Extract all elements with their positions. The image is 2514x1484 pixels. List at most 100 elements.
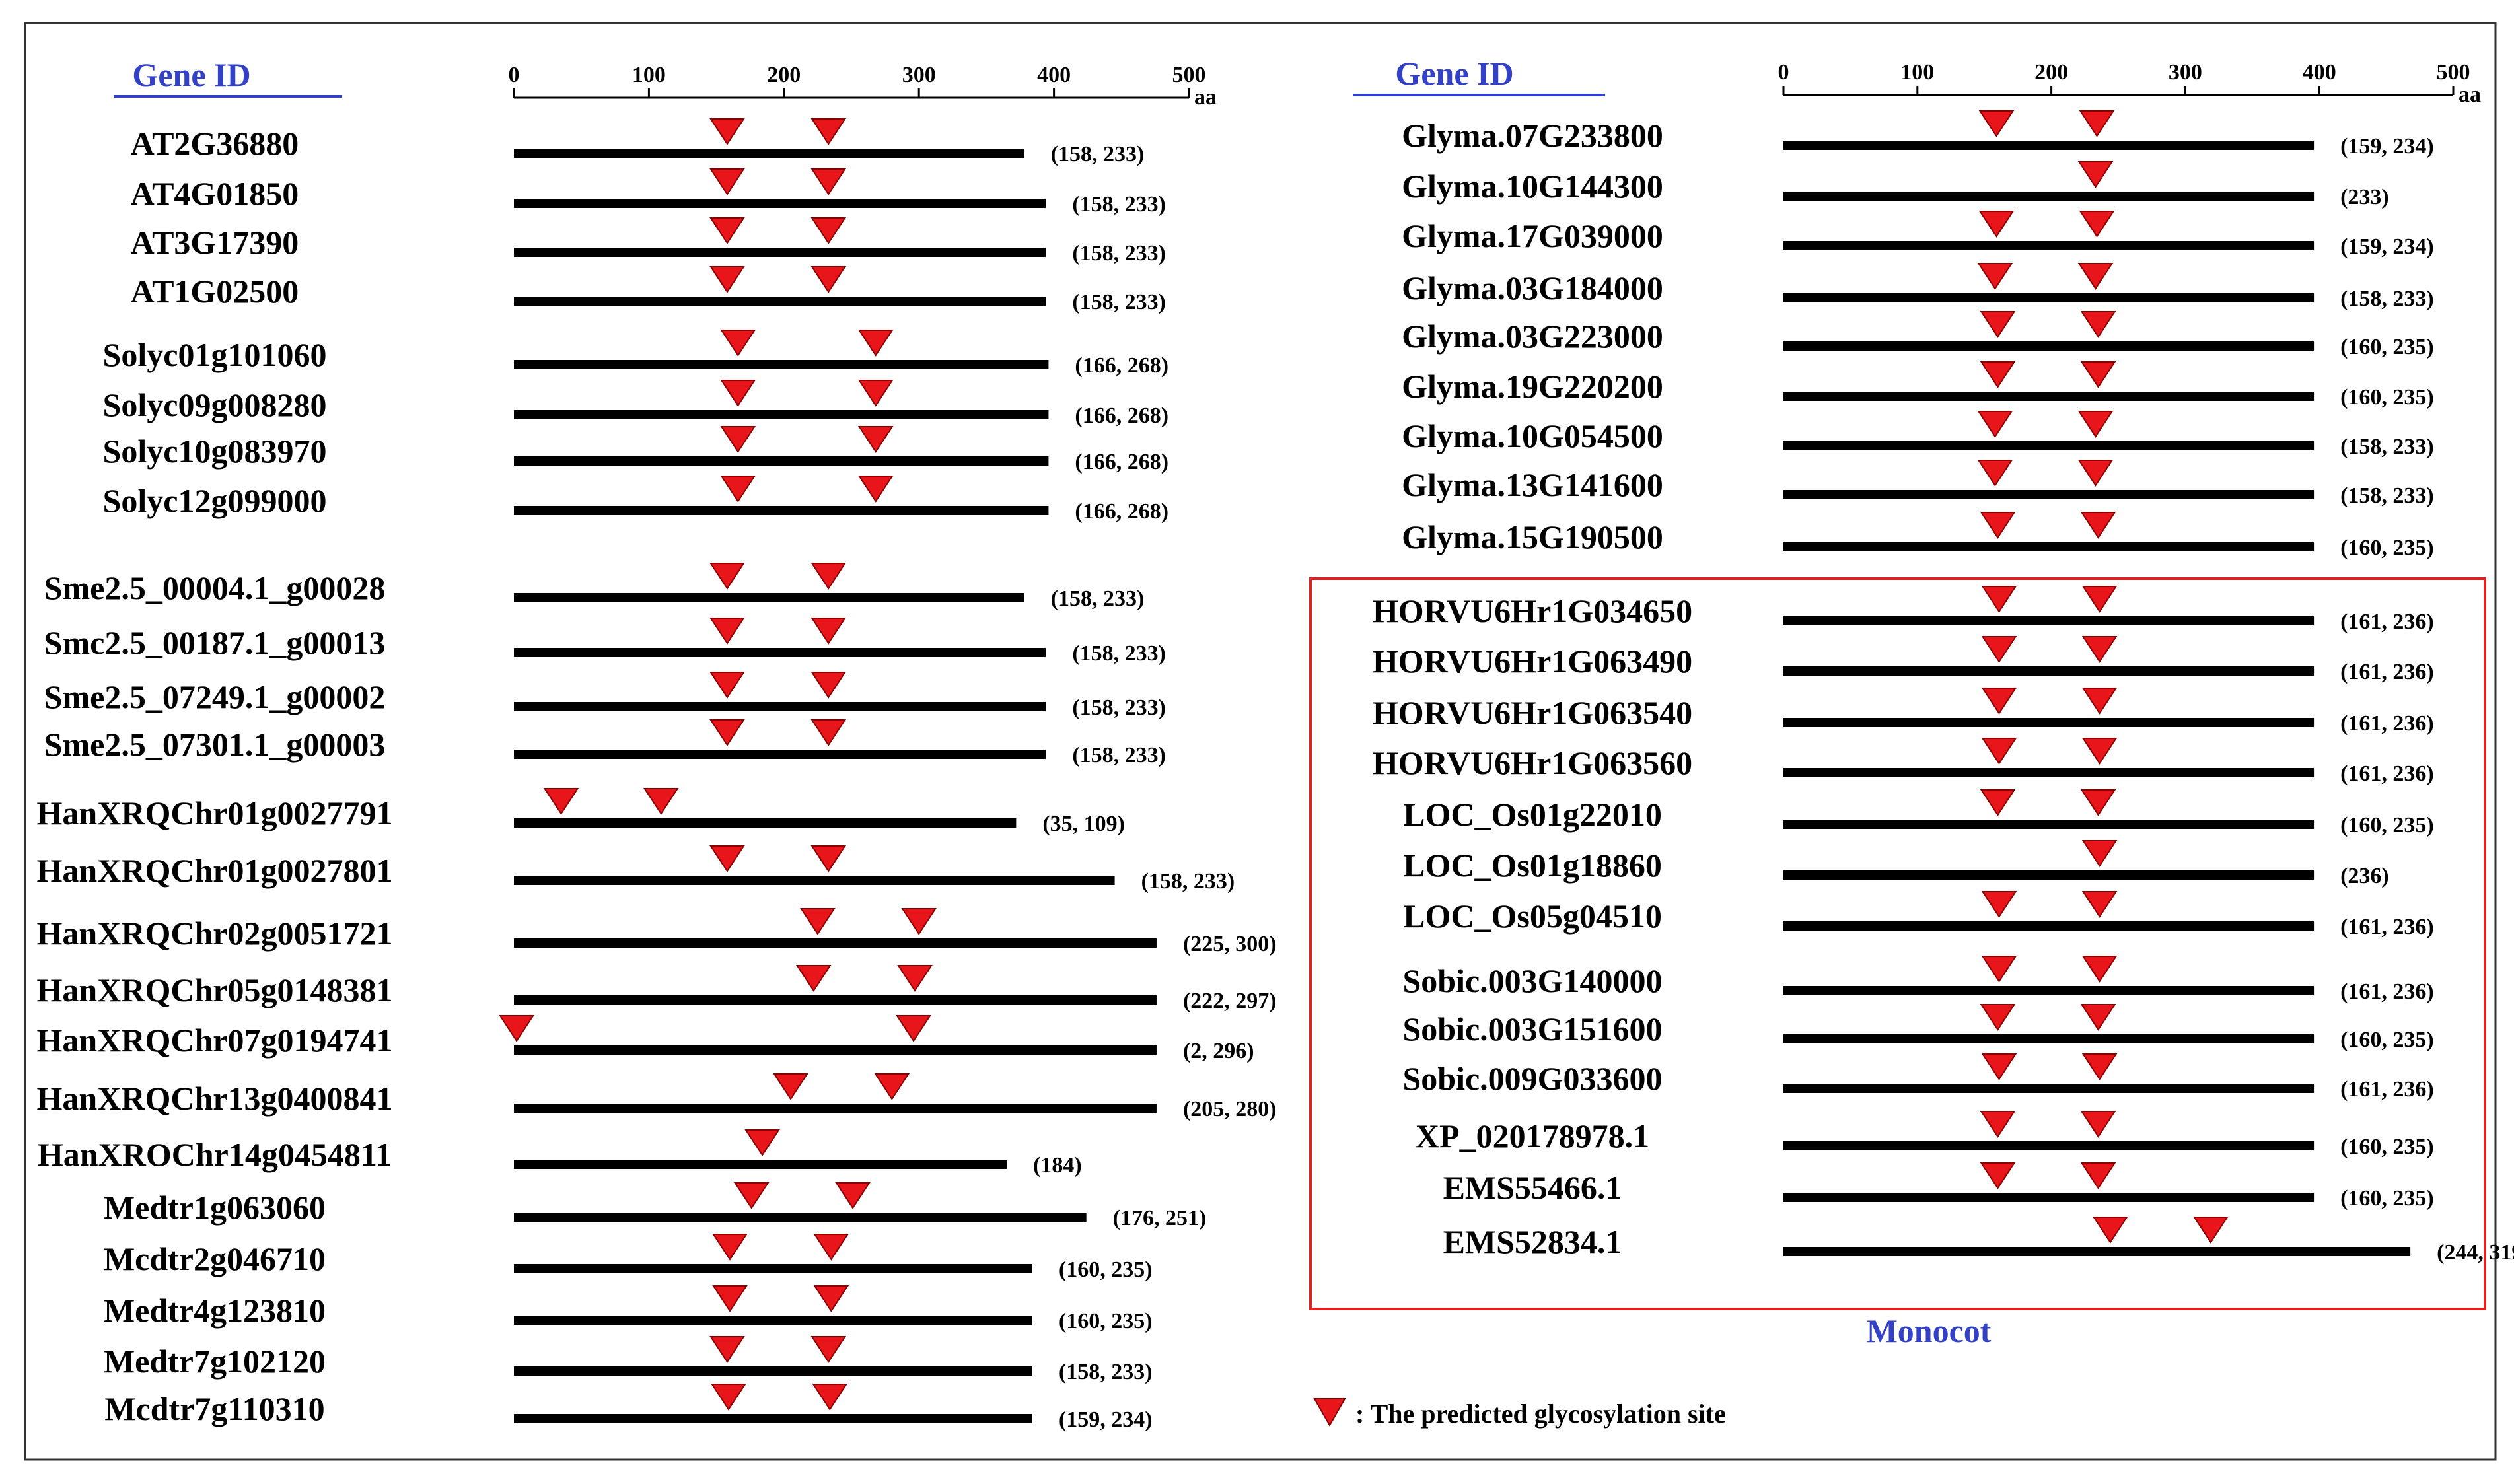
glycosylation-site-marker xyxy=(1978,110,2015,137)
glycosylation-site-marker xyxy=(643,788,679,815)
gene-id: Glyma.10G144300 xyxy=(1402,168,1663,205)
glycosylation-site-marker xyxy=(1980,361,2016,388)
glycosylation-site-marker xyxy=(810,1336,847,1363)
site-position-label: (176, 251) xyxy=(1113,1206,1207,1230)
gene-row: HanXRQChr13g0400841 (205, 280) xyxy=(37,1073,1277,1121)
glycosylation-site-marker xyxy=(720,330,756,357)
glycosylation-site-marker xyxy=(712,1285,748,1312)
right-axis-tick-label: 200 xyxy=(2034,60,2068,85)
gene-row: HORVU6Hr1G063560 (161, 236) xyxy=(1373,738,2434,786)
site-position-label: (161, 236) xyxy=(2340,711,2434,736)
glycosylation-site-marker xyxy=(709,618,745,645)
gene-id: Glyma.10G054500 xyxy=(1402,417,1663,454)
glycosylation-site-marker xyxy=(709,266,745,293)
gene-id: Glyma.07G233800 xyxy=(1402,117,1663,154)
gene-id: Mcdtr2g046710 xyxy=(104,1240,326,1277)
gene-row: HanXRQChr07g0194741 (2, 296) xyxy=(37,1015,1254,1063)
site-position-label: (158, 233) xyxy=(2340,287,2434,311)
gene-row: Mcdtr2g046710 (160, 235) xyxy=(104,1234,1153,1282)
site-position-label: (222, 297) xyxy=(1183,989,1277,1013)
right-gene-id-header: Gene ID xyxy=(1395,55,1513,92)
right-axis-tick-label: 100 xyxy=(1900,60,1934,85)
site-position-label: (160, 235) xyxy=(1059,1257,1153,1282)
gene-id: Sobic.003G151600 xyxy=(1402,1010,1662,1047)
gene-row: Medtr7g102120 (158, 233) xyxy=(104,1336,1153,1384)
site-position-label: (2, 296) xyxy=(1183,1039,1254,1063)
gene-id: EMS55466.1 xyxy=(1443,1169,1622,1206)
glycosylation-site-marker xyxy=(812,1384,848,1411)
gene-row: EMS52834.1 (244, 319) xyxy=(1443,1217,2514,1265)
site-position-label: (35, 109) xyxy=(1042,812,1125,836)
glycosylation-site-marker xyxy=(709,118,745,145)
right-axis-tick-label: 400 xyxy=(2303,60,2336,85)
glycosylation-site-marker xyxy=(720,426,756,453)
glycosylation-site-marker xyxy=(709,563,745,590)
glycosylation-site-marker xyxy=(1981,738,2017,765)
gene-row: XP_020178978.1 (160, 235) xyxy=(1416,1111,2434,1159)
gene-id: Glyma.19G220200 xyxy=(1402,368,1663,405)
glycosylation-site-marker xyxy=(857,476,894,503)
gene-row: AT2G36880 (158, 233) xyxy=(131,118,1144,166)
glycosylation-site-marker xyxy=(2081,636,2118,663)
left-axis-tick-label: 500 xyxy=(1172,63,1206,87)
glycosylation-site-marker xyxy=(810,217,847,244)
glycosylation-site-marker xyxy=(810,266,847,293)
glycosylation-site-marker xyxy=(1981,956,2017,983)
glycosylation-site-marker xyxy=(2080,361,2116,388)
glycosylation-site-marker xyxy=(810,719,847,746)
gene-row: Sme2.5_07301.1_g00003 (158, 233) xyxy=(44,719,1166,767)
gene-row: Mcdtr7g110310 (159, 234) xyxy=(104,1384,1153,1432)
glycosylation-site-marker xyxy=(712,1234,748,1261)
glycosylation-site-marker xyxy=(709,168,745,195)
gene-row: Glyma.07G233800 (159, 234) xyxy=(1402,110,2434,159)
gene-id: HanXRQChr01g0027801 xyxy=(37,852,393,889)
site-position-label: (166, 268) xyxy=(1075,450,1168,474)
glycosylation-site-marker xyxy=(810,618,847,645)
gene-id: Sobic.009G033600 xyxy=(1402,1060,1662,1097)
gene-id: AT4G01850 xyxy=(131,175,299,212)
gene-row: Sobic.003G140000 (161, 236) xyxy=(1402,956,2434,1004)
gene-id: Glyma.13G141600 xyxy=(1402,466,1663,503)
glycosylation-site-marker xyxy=(2080,311,2116,338)
left-axis-unit: aa xyxy=(1194,85,1217,110)
site-position-label: (160, 235) xyxy=(2340,1135,2434,1159)
glycosylation-site-marker xyxy=(2080,1004,2116,1031)
gene-id: LOC_Os01g22010 xyxy=(1403,796,1662,833)
gene-id: Glyma.03G223000 xyxy=(1402,318,1663,355)
site-position-label: (160, 235) xyxy=(2340,385,2434,409)
gene-id: AT2G36880 xyxy=(131,125,299,162)
gene-id: HanXRQChr13g0400841 xyxy=(37,1080,393,1117)
glycosylation-site-marker xyxy=(2079,211,2115,238)
glycosylation-site-marker xyxy=(2081,891,2118,918)
site-position-label: (225, 300) xyxy=(1183,932,1277,956)
site-position-label: (161, 236) xyxy=(2340,660,2434,684)
glycosylation-site-marker xyxy=(810,563,847,590)
gene-id: LOC_Os01g18860 xyxy=(1403,847,1662,884)
gene-id: HanXRQChr01g0027791 xyxy=(37,795,393,831)
monocot-group-box xyxy=(1309,577,2486,1310)
site-position-label: (161, 236) xyxy=(2340,979,2434,1004)
gene-id: Solyc10g083970 xyxy=(103,433,327,470)
gene-row: Glyma.13G141600 (158, 233) xyxy=(1402,460,2434,508)
glycosylation-site-marker xyxy=(2077,161,2114,188)
glycosylation-site-marker xyxy=(709,1336,745,1363)
gene-row: HORVU6Hr1G063490 (161, 236) xyxy=(1373,636,2434,684)
right-axis-tick-label: 500 xyxy=(2437,60,2470,85)
gene-row: Medtr1g063060 (176, 251) xyxy=(104,1182,1207,1230)
gene-id: HORVU6Hr1G034650 xyxy=(1373,592,1692,629)
gene-id: AT3G17390 xyxy=(131,224,299,261)
site-position-label: (161, 236) xyxy=(2340,915,2434,939)
glycosylation-site-marker xyxy=(800,908,836,935)
gene-id: Solyc09g008280 xyxy=(103,386,327,423)
site-position-label: (166, 268) xyxy=(1075,404,1168,428)
glycosylation-site-marker xyxy=(896,1015,931,1042)
left-gene-list: AT2G36880 (158, 233)AT4G01850 (158, 233)AT… xyxy=(37,118,1277,1432)
gene-row: Glyma.19G220200 (160, 235) xyxy=(1402,361,2434,409)
glycosylation-site-marker xyxy=(744,1129,780,1156)
glycosylation-site-marker xyxy=(2081,586,2118,613)
glycosylation-site-marker xyxy=(2081,956,2118,983)
monocot-label: Monocot xyxy=(1867,1312,1992,1349)
outer-frame xyxy=(24,22,2497,1461)
glycosylation-site-marker xyxy=(1977,460,2013,487)
left-axis-tick-label: 200 xyxy=(767,63,801,87)
